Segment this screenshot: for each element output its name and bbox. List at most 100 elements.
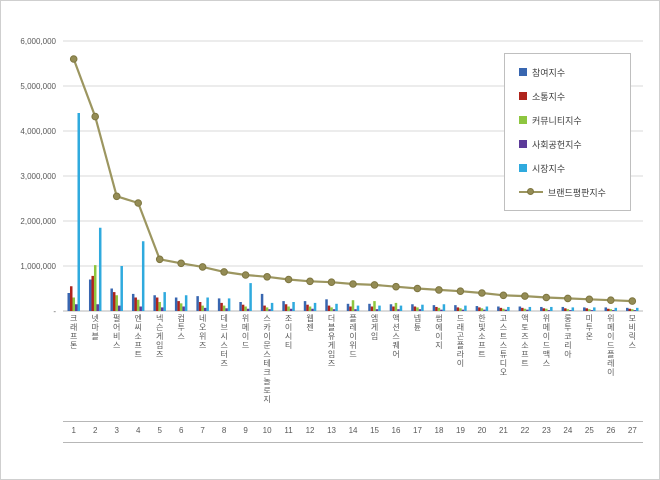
bar-시장지수 — [636, 307, 639, 311]
legend-swatch-icon — [519, 92, 527, 100]
line-marker-icon — [134, 199, 142, 207]
bar-참여지수 — [131, 293, 135, 311]
line-marker-icon — [542, 293, 551, 302]
line-marker-icon — [413, 284, 422, 293]
line-marker-icon — [112, 192, 121, 201]
line-marker-icon — [521, 292, 529, 300]
bar-사회공헌지수 — [483, 309, 486, 311]
bar-소통지수 — [155, 297, 159, 311]
bar-시장지수 — [507, 306, 510, 311]
legend-label: 브랜드평판지수 — [548, 187, 606, 198]
rank-label: 17 — [413, 426, 422, 435]
bar-참여지수 — [518, 306, 522, 311]
bar-사회공헌지수 — [397, 309, 400, 311]
y-tick-label: - — [53, 307, 56, 316]
bar-참여지수 — [583, 307, 586, 311]
bar-커뮤니티지수 — [416, 307, 419, 311]
rank-label: 3 — [114, 426, 119, 435]
y-tick-label: 4,000,000 — [20, 127, 56, 136]
bar-소통지수 — [177, 301, 180, 311]
bar-참여지수 — [432, 305, 436, 311]
bar-참여지수 — [454, 305, 457, 311]
bar-사회공헌지수 — [74, 304, 78, 311]
legend-swatch-icon — [519, 164, 527, 172]
line-marker-icon — [392, 282, 400, 291]
bar-사회공헌지수 — [569, 310, 572, 311]
legend-label: 참여지수 — [532, 67, 566, 78]
rank-label: 2 — [93, 426, 98, 435]
line-marker-icon — [370, 281, 379, 289]
bar-시장지수 — [528, 306, 532, 311]
bar-참여지수 — [325, 299, 328, 311]
bar-커뮤니티지수 — [308, 306, 312, 311]
bar-사회공헌지수 — [117, 305, 121, 311]
bar-시장지수 — [163, 292, 166, 311]
line-marker-icon — [69, 55, 78, 63]
bar-참여지수 — [626, 307, 629, 311]
bar-커뮤니티지수 — [545, 308, 548, 311]
legend: 참여지수 소통지수 커뮤니티지수 사회공헌지수 시장지수 브랜드평판지수 — [504, 53, 631, 211]
bar-참여지수 — [260, 293, 264, 311]
bar-사회공헌지수 — [590, 310, 594, 311]
rank-label: 22 — [520, 426, 530, 435]
line-marker-icon — [91, 112, 99, 121]
bar-소통지수 — [521, 307, 524, 311]
bar-커뮤니티지수 — [394, 302, 398, 311]
line-marker-icon — [220, 268, 228, 276]
line-marker-icon — [435, 286, 443, 294]
bar-소통지수 — [392, 306, 395, 311]
bar-시장지수 — [227, 298, 231, 311]
line-marker-icon — [564, 294, 572, 303]
bar-참여지수 — [604, 307, 608, 311]
line-marker-icon — [628, 297, 637, 305]
bar-시장지수 — [378, 305, 381, 311]
legend-label: 커뮤니티지수 — [532, 115, 582, 126]
bar-사회공헌지수 — [268, 309, 271, 311]
bar-커뮤니티지수 — [201, 305, 204, 311]
legend-item: 소통지수 — [519, 84, 630, 108]
y-tick-label: 3,000,000 — [20, 172, 56, 181]
bar-소통지수 — [198, 302, 202, 311]
bar-시장지수 — [184, 295, 188, 311]
bar-소통지수 — [607, 308, 610, 311]
bar-소통지수 — [413, 306, 417, 311]
bar-소통지수 — [349, 306, 352, 311]
rank-label: 20 — [477, 426, 487, 435]
bar-참여지수 — [174, 297, 178, 311]
legend-swatch-icon — [519, 140, 527, 148]
bar-커뮤니티지수 — [158, 302, 161, 311]
bar-시장지수 — [485, 306, 489, 311]
bar-커뮤니티지수 — [222, 305, 226, 311]
bar-소통지수 — [456, 307, 460, 311]
bar-참여지수 — [561, 306, 565, 311]
bar-사회공헌지수 — [461, 309, 465, 311]
bar-커뮤니티지수 — [179, 303, 183, 311]
line-marker-icon — [499, 291, 508, 300]
bar-소통지수 — [241, 304, 245, 311]
bar-참여지수 — [389, 304, 393, 311]
bar-시장지수 — [206, 297, 209, 311]
line-marker-icon — [327, 278, 336, 287]
bar-커뮤니티지수 — [588, 309, 591, 311]
bar-참여지수 — [88, 279, 92, 311]
legend-item: 참여지수 — [519, 60, 630, 84]
legend-label: 사회공헌지수 — [532, 139, 582, 150]
bar-소통지수 — [370, 306, 374, 311]
bar-사회공헌지수 — [612, 310, 615, 311]
